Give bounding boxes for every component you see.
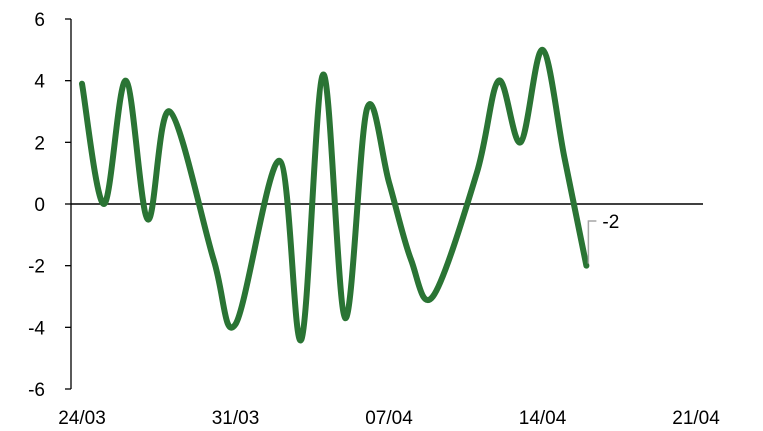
y-tick-label: -4 bbox=[28, 318, 45, 339]
x-tick-label: 07/04 bbox=[365, 408, 413, 429]
x-tick-label: 21/04 bbox=[672, 408, 720, 429]
y-tick-label: -6 bbox=[28, 380, 45, 401]
y-tick-label: 4 bbox=[34, 72, 45, 93]
x-axis: 24/03 31/03 07/04 14/04 21/04 bbox=[58, 203, 720, 429]
series-line bbox=[79, 46, 590, 343]
y-tick-label: 0 bbox=[34, 195, 45, 216]
y-tick-label: 6 bbox=[34, 10, 45, 31]
end-label-leader bbox=[587, 220, 597, 264]
y-tick-label: 2 bbox=[34, 133, 45, 154]
x-tick-label: 14/04 bbox=[519, 408, 567, 429]
x-tick-label: 31/03 bbox=[212, 408, 260, 429]
end-value-annotation: -2 bbox=[587, 212, 619, 264]
series-layer bbox=[79, 46, 590, 343]
x-tick-label: 24/03 bbox=[58, 408, 106, 429]
y-axis: 6 4 2 0 -2 -4 -6 bbox=[28, 10, 72, 401]
end-value-label: -2 bbox=[602, 212, 619, 233]
y-tick-label: -2 bbox=[28, 257, 45, 278]
